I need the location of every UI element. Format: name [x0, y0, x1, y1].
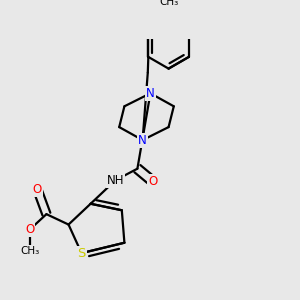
- Text: O: O: [148, 175, 158, 188]
- Text: O: O: [25, 223, 34, 236]
- Text: CH₃: CH₃: [159, 0, 178, 7]
- Text: N: N: [138, 134, 147, 147]
- Text: S: S: [77, 247, 86, 260]
- Text: NH: NH: [106, 174, 124, 187]
- Text: O: O: [33, 183, 42, 196]
- Text: N: N: [146, 87, 155, 100]
- Text: CH₃: CH₃: [20, 245, 39, 256]
